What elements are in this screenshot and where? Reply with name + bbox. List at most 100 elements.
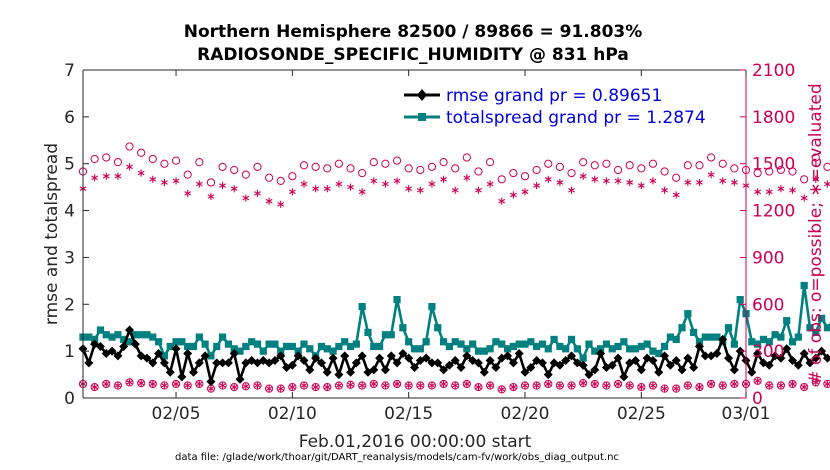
rmse-point	[235, 374, 245, 384]
rmse-point	[159, 358, 169, 368]
obs-possible-point	[369, 158, 378, 167]
rmse-point	[346, 367, 356, 377]
totalspread-point	[96, 326, 105, 334]
rmse-point	[450, 356, 460, 366]
rmse-point	[107, 346, 117, 356]
obs-evaluated-point	[254, 189, 261, 197]
rmse-point	[392, 358, 402, 368]
obs-evaluated-point	[440, 380, 447, 388]
obs-evaluated-point	[684, 381, 692, 390]
totalspread-point	[736, 296, 744, 304]
totalspread-point	[445, 342, 453, 351]
obs-evaluated-point	[126, 378, 133, 386]
rmse-point	[305, 365, 315, 375]
obs-possible-point	[160, 159, 169, 168]
obs-evaluated-point	[393, 177, 401, 185]
obs-evaluated-point	[451, 381, 459, 390]
obs-possible-point	[532, 165, 541, 175]
totalspread-point	[713, 333, 721, 341]
rmse-point	[340, 351, 350, 361]
obs-evaluated-point	[230, 383, 238, 391]
obs-evaluated-point	[416, 186, 424, 194]
obs-evaluated-point	[195, 180, 203, 188]
rmse-point	[212, 358, 222, 368]
rmse-point	[148, 358, 158, 368]
rmse-point	[555, 360, 565, 370]
obs-evaluated-point	[184, 189, 192, 197]
obs-possible-point	[776, 165, 785, 175]
rmse-point	[607, 360, 617, 370]
obs-possible-point	[323, 164, 332, 173]
totalspread-point	[777, 333, 785, 341]
totalspread-point	[759, 335, 768, 344]
obs-possible-point	[509, 168, 518, 178]
y-tick-label: 5	[64, 155, 75, 175]
totalspread-point	[358, 303, 366, 311]
obs-evaluated-point	[521, 381, 529, 390]
rmse-point	[694, 341, 704, 351]
obs-evaluated-point	[242, 194, 250, 202]
rmse-point	[537, 358, 547, 368]
rmse-point	[817, 346, 827, 356]
y-axis-right-label: # of obs: o=possible; ∗=evaluated	[806, 83, 826, 384]
obs-evaluated-point	[579, 379, 587, 387]
totalspread-point	[149, 333, 157, 341]
totalspread-point	[102, 331, 110, 339]
obs-evaluated-point	[370, 380, 378, 388]
totalspread-point	[608, 345, 616, 353]
y-right-tick-label: 1200	[752, 202, 795, 222]
obs-evaluated-point	[509, 383, 517, 391]
rmse-point	[183, 348, 193, 358]
obs-possible-point	[358, 168, 367, 178]
obs-evaluated-point	[812, 378, 820, 386]
obs-evaluated-point	[219, 381, 226, 390]
totalspread-point	[381, 331, 390, 339]
obs-possible-point	[276, 176, 285, 185]
rmse-point	[287, 360, 297, 370]
obs-evaluated-point	[719, 381, 727, 390]
totalspread-point	[486, 345, 494, 353]
rmse-point	[822, 353, 830, 363]
totalspread-point	[329, 347, 337, 355]
totalspread-point	[765, 338, 773, 346]
obs-evaluated-point	[626, 381, 634, 390]
totalspread-point	[265, 340, 273, 348]
obs-evaluated-point	[428, 180, 436, 188]
totalspread-point	[184, 342, 192, 351]
totalspread-point	[457, 340, 465, 348]
rmse-point	[456, 363, 466, 373]
rmse-point	[578, 360, 588, 370]
obs-evaluated-point	[777, 381, 785, 390]
x-tick-label: 03/01	[722, 404, 771, 424]
obs-possible-point	[381, 159, 390, 168]
totalspread-point	[271, 340, 279, 348]
totalspread-point	[91, 335, 99, 344]
obs-evaluated-point	[521, 188, 529, 196]
chart-subtitle: RADIOSONDE_SPECIFIC_HUMIDITY @ 831 hPa	[197, 45, 629, 65]
obs-possible-point	[730, 164, 739, 173]
chart-marks	[78, 142, 830, 394]
totalspread-point	[724, 324, 733, 332]
totalspread-point	[364, 328, 372, 336]
totalspread-point	[660, 342, 669, 351]
rmse-point	[357, 351, 367, 361]
obs-possible-point	[695, 161, 704, 170]
obs-evaluated-point	[754, 377, 762, 385]
totalspread-point	[573, 345, 581, 353]
y-right-tick-label: 300	[752, 342, 784, 362]
rmse-point	[724, 353, 734, 363]
obs-evaluated-point	[335, 381, 343, 390]
obs-possible-point	[171, 156, 181, 165]
obs-evaluated-point	[137, 169, 145, 177]
obs-possible-point	[241, 170, 250, 179]
obs-evaluated-point	[288, 188, 296, 196]
rmse-point	[776, 353, 786, 363]
obs-evaluated-point	[603, 177, 610, 185]
rmse-point	[526, 363, 536, 373]
obs-possible-point	[195, 158, 204, 167]
totalspread-point	[550, 335, 558, 344]
rmse-point	[561, 356, 571, 366]
obs-evaluated-point	[393, 380, 401, 388]
totalspread-point	[306, 345, 314, 353]
